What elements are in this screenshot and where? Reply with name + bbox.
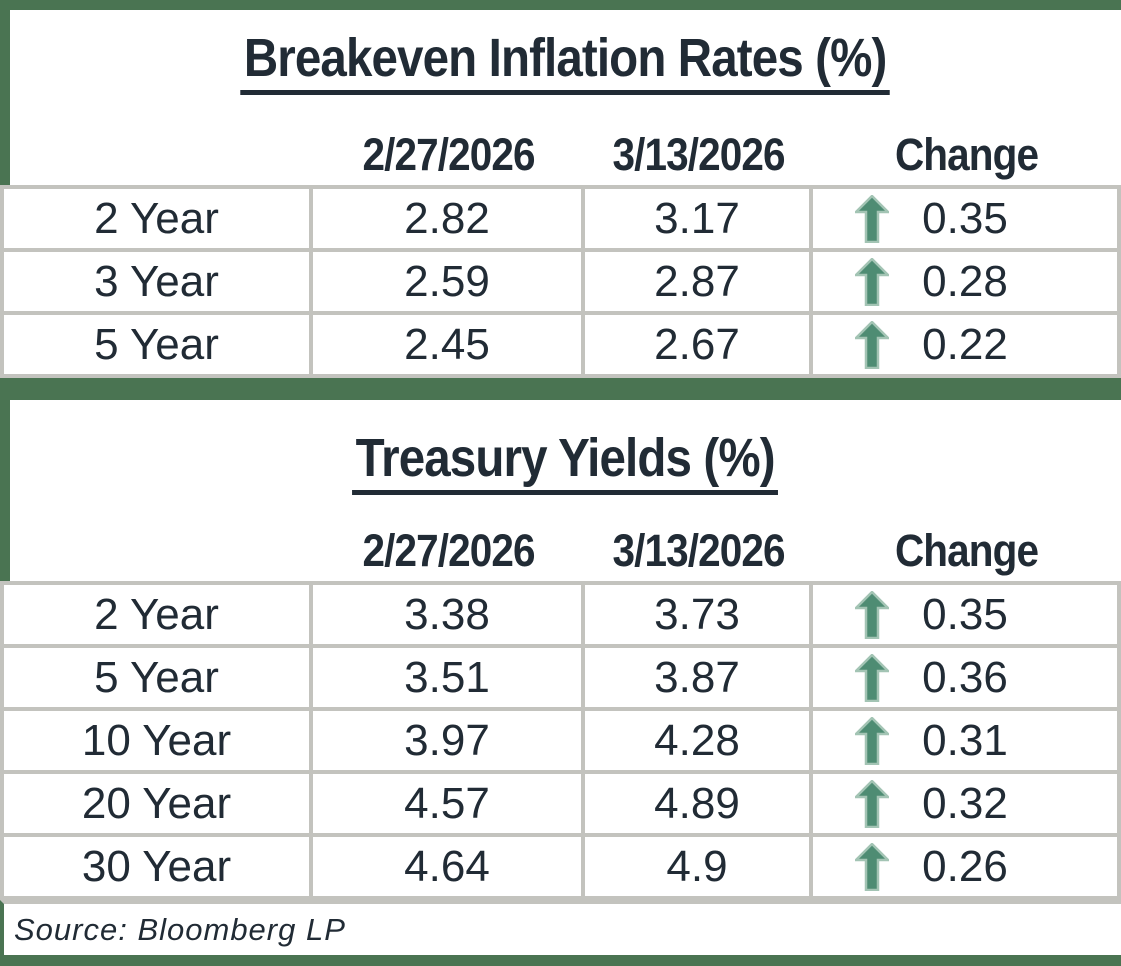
- source-attribution: Source: Bloomberg LP: [14, 911, 346, 947]
- column-header-change: Change: [895, 129, 1039, 180]
- column-header-date2: 3/13/2026: [612, 129, 786, 180]
- column-header-date2: 3/13/2026: [612, 525, 786, 576]
- value-cell: 4.89: [585, 774, 809, 833]
- value-cell: 4.28: [585, 711, 809, 770]
- up-arrow-icon: [855, 320, 889, 369]
- row-label: 30 Year: [4, 837, 309, 896]
- column-header-date1: 2/27/2026: [362, 129, 536, 180]
- value-cell: 2.82: [313, 189, 581, 248]
- bottom-border-bar: [0, 955, 1121, 966]
- change-cell: 0.35: [813, 585, 1117, 644]
- change-value: 0.31: [922, 715, 1008, 765]
- up-arrow-icon: [855, 590, 889, 639]
- breakeven-table-title: Breakeven Inflation Rates (%): [10, 30, 1121, 132]
- value-cell: 2.45: [313, 315, 581, 374]
- change-value: 0.32: [922, 778, 1008, 828]
- row-label: 10 Year: [4, 711, 309, 770]
- change-cell: 0.28: [813, 252, 1117, 311]
- column-header-date1: 2/27/2026: [362, 525, 536, 576]
- value-cell: 2.67: [585, 315, 809, 374]
- value-cell: 2.87: [585, 252, 809, 311]
- change-cell: 0.22: [813, 315, 1117, 374]
- row-label: 2 Year: [4, 189, 309, 248]
- value-cell: 3.87: [585, 648, 809, 707]
- change-cell: 0.35: [813, 189, 1117, 248]
- up-arrow-icon: [855, 194, 889, 243]
- value-cell: 3.73: [585, 585, 809, 644]
- breakeven-table-header-block: Breakeven Inflation Rates (%) 2/27/2026 …: [0, 10, 1121, 185]
- row-label: 3 Year: [4, 252, 309, 311]
- breakeven-table-title-text: Breakeven Inflation Rates (%): [240, 30, 891, 95]
- breakeven-table-column-headers: 2/27/2026 3/13/2026 Change: [10, 132, 1121, 185]
- change-value: 0.35: [922, 193, 1008, 243]
- value-cell: 3.97: [313, 711, 581, 770]
- change-value: 0.22: [922, 319, 1008, 369]
- treasury-table-title-text: Treasury Yields (%): [352, 430, 779, 495]
- value-cell: 4.64: [313, 837, 581, 896]
- treasury-table-header-block: Treasury Yields (%) 2/27/2026 3/13/2026 …: [0, 400, 1121, 581]
- section-divider-bar: [0, 378, 1121, 400]
- treasury-table-column-headers: 2/27/2026 3/13/2026 Change: [10, 528, 1121, 581]
- value-cell: 2.59: [313, 252, 581, 311]
- row-label: 5 Year: [4, 648, 309, 707]
- change-value: 0.26: [922, 841, 1008, 891]
- change-cell: 0.31: [813, 711, 1117, 770]
- row-label: 20 Year: [4, 774, 309, 833]
- change-cell: 0.36: [813, 648, 1117, 707]
- row-label: 5 Year: [4, 315, 309, 374]
- value-cell: 3.51: [313, 648, 581, 707]
- up-arrow-icon: [855, 653, 889, 702]
- up-arrow-icon: [855, 842, 889, 891]
- value-cell: 4.57: [313, 774, 581, 833]
- up-arrow-icon: [855, 779, 889, 828]
- value-cell: 3.38: [313, 585, 581, 644]
- treasury-table-title: Treasury Yields (%): [10, 430, 1121, 528]
- value-cell: 4.9: [585, 837, 809, 896]
- change-value: 0.35: [922, 589, 1008, 639]
- breakeven-table-body: 2 Year 2.82 3.17 0.35 3 Year 2.59 2.87 0…: [0, 185, 1121, 378]
- row-label: 2 Year: [4, 585, 309, 644]
- top-border-bar: [0, 0, 1121, 10]
- up-arrow-icon: [855, 257, 889, 306]
- change-value: 0.28: [922, 256, 1008, 306]
- treasury-table-body: 2 Year 3.38 3.73 0.35 5 Year 3.51 3.87 0…: [0, 581, 1121, 900]
- up-arrow-icon: [855, 716, 889, 765]
- change-cell: 0.26: [813, 837, 1117, 896]
- source-row: Source: Bloomberg LP: [0, 900, 1121, 955]
- value-cell: 3.17: [585, 189, 809, 248]
- column-header-change: Change: [895, 525, 1039, 576]
- change-cell: 0.32: [813, 774, 1117, 833]
- change-value: 0.36: [922, 652, 1008, 702]
